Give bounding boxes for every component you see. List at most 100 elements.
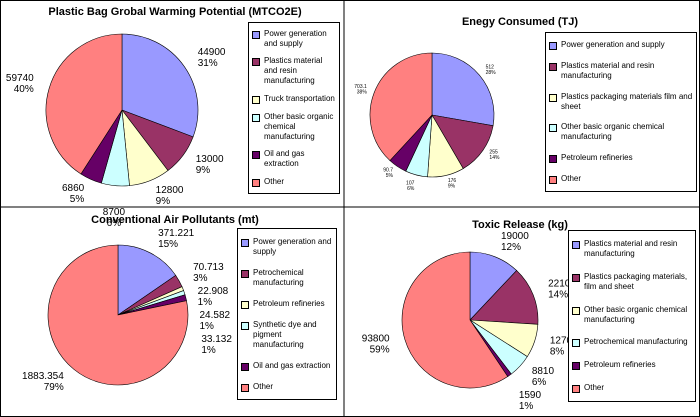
legend-swatch (549, 154, 557, 163)
legend-item: Petroleum refineries (241, 299, 333, 309)
legend-item: Petrochemical manufacturing (572, 337, 692, 348)
legend: Power generation and supply Petrochemical… (237, 228, 337, 400)
percent-label: 9% (196, 165, 211, 176)
legend-label: Power generation and supply (561, 40, 665, 50)
legend-item: Other basic organic chemical manufacturi… (252, 112, 336, 142)
legend: Plastics material and resin manufacturin… (568, 230, 696, 402)
legend-item: Plastics packaging materials film and sh… (549, 92, 693, 112)
legend-label: Petrochemical manufacturing (584, 337, 688, 347)
legend-label: Petroleum refineries (561, 152, 633, 162)
legend-item: Synthetic dye and pigment manufacturing (241, 320, 333, 350)
legend-item: Plastics packaging materials, film and s… (572, 272, 692, 292)
legend-label: Power generation and supply (264, 28, 327, 48)
legend-swatch (252, 30, 260, 39)
value-label: 6860 (62, 183, 85, 194)
legend-item: Truck transportation (252, 94, 336, 105)
legend-label: Plastics material and resin manufacturin… (561, 60, 655, 80)
percent-label: 31% (198, 58, 218, 69)
pie-slice (121, 33, 199, 138)
legend: Power generation and supply Plastics mate… (545, 32, 697, 192)
percent-label: 12% (501, 242, 521, 253)
legend-label: Petroleum refineries (584, 359, 656, 369)
percent-label: 40% (14, 84, 34, 95)
legend-swatch (572, 273, 580, 282)
value-label: 1883.354 (22, 371, 64, 382)
legend-swatch (252, 151, 260, 160)
legend-item: Plastics material and resin manufacturin… (549, 61, 693, 81)
legend-label: Other basic organic chemical manufacturi… (584, 304, 688, 324)
legend-label: Power generation and supply (253, 236, 332, 256)
percent-label: 9% (448, 183, 456, 189)
percent-label: 14% (548, 289, 568, 300)
legend-item: Oil and gas extraction (252, 149, 336, 169)
pie-slice (431, 114, 494, 169)
chart-title: Toxic Release (kg) (472, 219, 568, 231)
value-label: 13000 (196, 154, 224, 165)
legend-item: Petroleum refineries (549, 153, 693, 163)
percent-label: 5% (386, 173, 394, 179)
value-label: 255 (489, 150, 498, 156)
legend-label: Plastics material and resin manufacturin… (264, 56, 323, 86)
legend-item: Petrochemical manufacturing (241, 268, 333, 288)
legend-label: Other (264, 177, 285, 187)
value-label: 371.221 (158, 228, 195, 239)
legend-label: Other (584, 382, 605, 392)
legend-swatch (241, 321, 249, 330)
percent-label: 79% (44, 382, 64, 393)
legend-label: Synthetic dye and pigment manufacturing (253, 319, 317, 349)
value-label: 107 (406, 181, 415, 187)
value-label: 22100 (548, 278, 576, 289)
value-label: 70.713 (193, 262, 224, 273)
legend-swatch (252, 113, 260, 122)
value-label: 44900 (198, 47, 226, 58)
value-label: 24.582 (200, 310, 231, 321)
percent-label: 15% (158, 239, 178, 250)
legend-swatch (241, 300, 249, 309)
percent-label: 5% (70, 194, 85, 205)
legend-swatch (572, 361, 580, 370)
legend-swatch (252, 96, 260, 105)
legend-swatch (572, 339, 580, 348)
legend-swatch (572, 241, 580, 250)
percent-label: 6% (107, 218, 122, 229)
percent-label: 3% (193, 273, 208, 284)
value-label: 512 (486, 65, 495, 71)
percent-label: 9% (156, 196, 171, 207)
legend-item: Petroleum refineries (572, 360, 692, 370)
legend-swatch (252, 179, 260, 188)
legend-swatch (572, 306, 580, 315)
legend-label: Other (253, 381, 274, 391)
percent-label: 6% (532, 377, 547, 388)
legend-item: Power generation and supply (252, 29, 336, 49)
legend-label: Other basic organic chemical manufacturi… (264, 111, 334, 141)
percent-label: 1% (200, 321, 215, 332)
pie-slice (369, 52, 433, 161)
percent-label: 1% (201, 345, 216, 356)
pie-slice (45, 33, 123, 175)
legend-swatch (549, 124, 557, 133)
legend-item: Plastics material and resin manufacturin… (572, 239, 692, 259)
legend-label: Oil and gas extraction (264, 149, 305, 169)
legend-label: Plastics material and resin manufacturin… (584, 239, 678, 259)
value-label: 703.1 (354, 84, 367, 90)
legend-swatch (241, 238, 249, 247)
percent-label: 8% (550, 346, 565, 357)
chart-title: Enegy Consumed (TJ) (462, 16, 578, 28)
legend-item: Other (241, 382, 333, 392)
pie-slice (401, 251, 509, 389)
percent-label: 1% (519, 401, 534, 412)
legend-swatch (549, 93, 557, 102)
value-label: 176 (448, 178, 457, 184)
legend-item: Plastics material and resin manufacturin… (252, 56, 336, 86)
value-label: 12700 (550, 335, 578, 346)
legend-label: Other basic organic chemical manufacturi… (561, 122, 665, 142)
legend-swatch (549, 42, 557, 51)
chart-title: Plastic Bag Grobal Warming Potential (MT… (48, 6, 302, 18)
value-label: 33.132 (201, 334, 232, 345)
value-label: 12800 (156, 185, 184, 196)
value-label: 22.908 (198, 286, 229, 297)
legend-label: Plastics packaging materials, film and s… (584, 271, 688, 291)
legend-item: Oil and gas extraction (241, 361, 333, 371)
